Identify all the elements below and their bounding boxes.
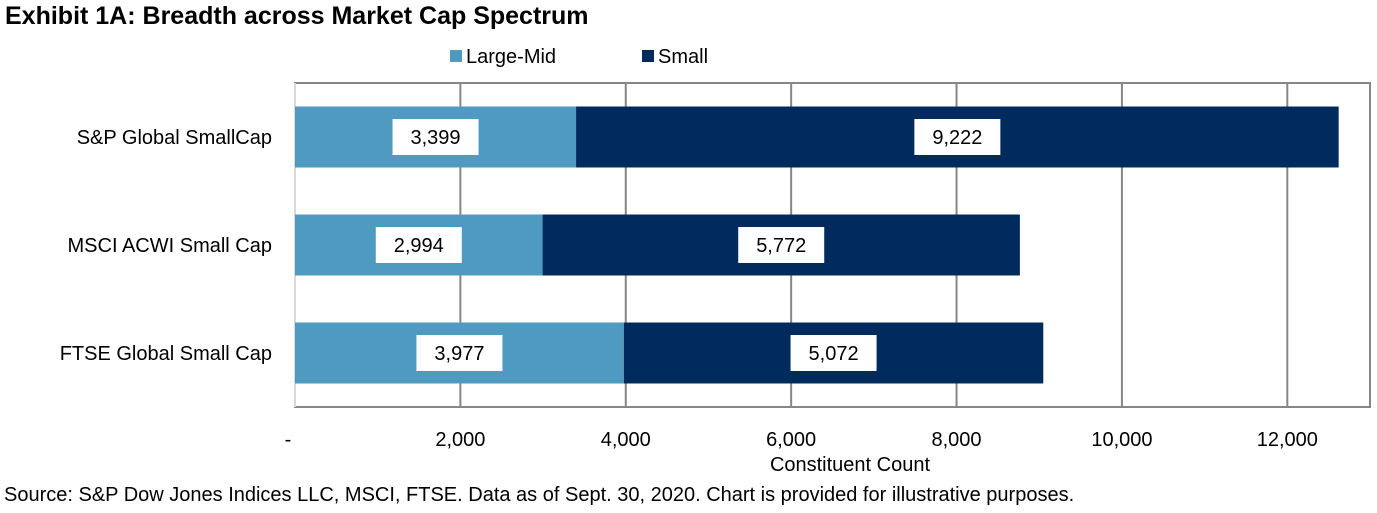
data-label: 3,399 [411, 127, 461, 149]
data-label-box [790, 335, 877, 371]
data-label: 9,222 [932, 127, 982, 149]
x-tick-label: 12,000 [1257, 429, 1318, 451]
legend-swatch [642, 50, 654, 62]
x-tick-label: 2,000 [435, 429, 485, 451]
x-tick-label: - [285, 429, 292, 451]
data-label: 5,772 [756, 235, 806, 257]
category-label: MSCI ACWI Small Cap [68, 235, 272, 257]
data-label-box [375, 227, 462, 263]
data-label-box [738, 227, 825, 263]
data-label: 5,072 [809, 343, 859, 365]
x-tick-label: 6,000 [766, 429, 816, 451]
x-tick-label: 4,000 [601, 429, 651, 451]
x-tick-label: 10,000 [1091, 429, 1152, 451]
legend-label: Large-Mid [466, 46, 556, 68]
chart-title: Exhibit 1A: Breadth across Market Cap Sp… [5, 2, 589, 30]
data-label: 3,977 [434, 343, 484, 365]
data-label-box [914, 119, 1001, 155]
data-label-box [392, 119, 479, 155]
category-label: S&P Global SmallCap [77, 127, 272, 149]
x-tick-label: 8,000 [932, 429, 982, 451]
category-label: FTSE Global Small Cap [60, 343, 272, 365]
legend-swatch [450, 50, 462, 62]
data-label-box [416, 335, 503, 371]
legend-label: Small [658, 46, 708, 68]
x-axis-title: Constituent Count [770, 454, 931, 476]
source-note: Source: S&P Dow Jones Indices LLC, MSCI,… [4, 484, 1075, 506]
data-label: 2,994 [394, 235, 444, 257]
